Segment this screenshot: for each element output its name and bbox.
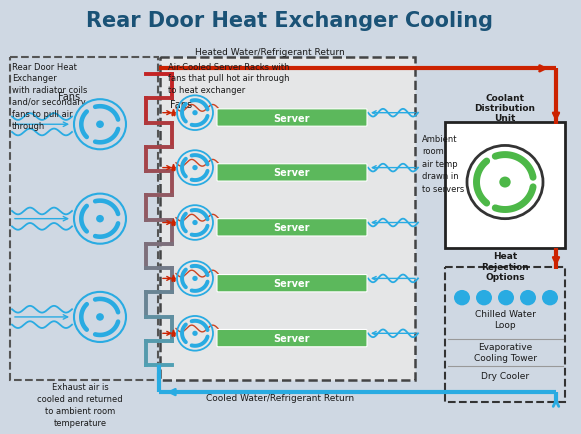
Circle shape (96, 121, 104, 129)
Text: Server: Server (274, 223, 310, 233)
Text: Server: Server (274, 168, 310, 178)
Circle shape (520, 290, 536, 306)
Text: Cooled Water/Refrigerant Return: Cooled Water/Refrigerant Return (206, 393, 354, 402)
Circle shape (454, 290, 470, 306)
Text: Server: Server (274, 113, 310, 123)
Circle shape (192, 111, 198, 116)
Polygon shape (544, 290, 556, 296)
Text: Server: Server (274, 279, 310, 289)
Polygon shape (456, 290, 468, 296)
FancyBboxPatch shape (217, 164, 367, 182)
Circle shape (542, 290, 558, 306)
Circle shape (498, 290, 514, 306)
Text: Evaporative
Cooling Tower: Evaporative Cooling Tower (474, 342, 536, 362)
FancyBboxPatch shape (160, 58, 415, 380)
Text: Coolant
Distribution
Unit: Coolant Distribution Unit (475, 93, 536, 123)
Circle shape (499, 177, 511, 188)
FancyBboxPatch shape (217, 330, 367, 347)
Circle shape (464, 143, 546, 222)
FancyBboxPatch shape (217, 219, 367, 237)
Text: Dry Cooler: Dry Cooler (481, 371, 529, 380)
Circle shape (192, 220, 198, 226)
Text: Exhaust air is
cooled and returned
to ambient room
temperature: Exhaust air is cooled and returned to am… (37, 382, 123, 427)
Text: Chilled Water
Loop: Chilled Water Loop (475, 309, 536, 329)
Circle shape (192, 276, 198, 281)
Text: Fans: Fans (58, 92, 80, 102)
Text: Fans: Fans (170, 100, 192, 110)
Circle shape (96, 313, 104, 321)
Circle shape (192, 331, 198, 336)
Polygon shape (478, 290, 490, 296)
Text: Heat
Rejection
Options: Heat Rejection Options (481, 252, 529, 282)
Text: Server: Server (274, 333, 310, 343)
Circle shape (192, 166, 198, 171)
FancyBboxPatch shape (217, 275, 367, 292)
Text: Air-Cooled Server Racks with
fans that pull hot air through
to heat exchanger: Air-Cooled Server Racks with fans that p… (168, 62, 289, 95)
Text: Rear Door Heat
Exchanger
with radiator coils
and/or secondary
fans to pull air
t: Rear Door Heat Exchanger with radiator c… (12, 62, 87, 130)
Circle shape (476, 290, 492, 306)
Polygon shape (500, 290, 512, 296)
Polygon shape (522, 290, 534, 296)
Circle shape (96, 215, 104, 223)
Text: Ambient
room
air temp
drawn in
to servers: Ambient room air temp drawn in to server… (422, 135, 464, 194)
Text: Rear Door Heat Exchanger Cooling: Rear Door Heat Exchanger Cooling (87, 11, 493, 31)
Text: Heated Water/Refrigerant Return: Heated Water/Refrigerant Return (195, 47, 345, 56)
FancyBboxPatch shape (217, 109, 367, 127)
FancyBboxPatch shape (445, 123, 565, 248)
